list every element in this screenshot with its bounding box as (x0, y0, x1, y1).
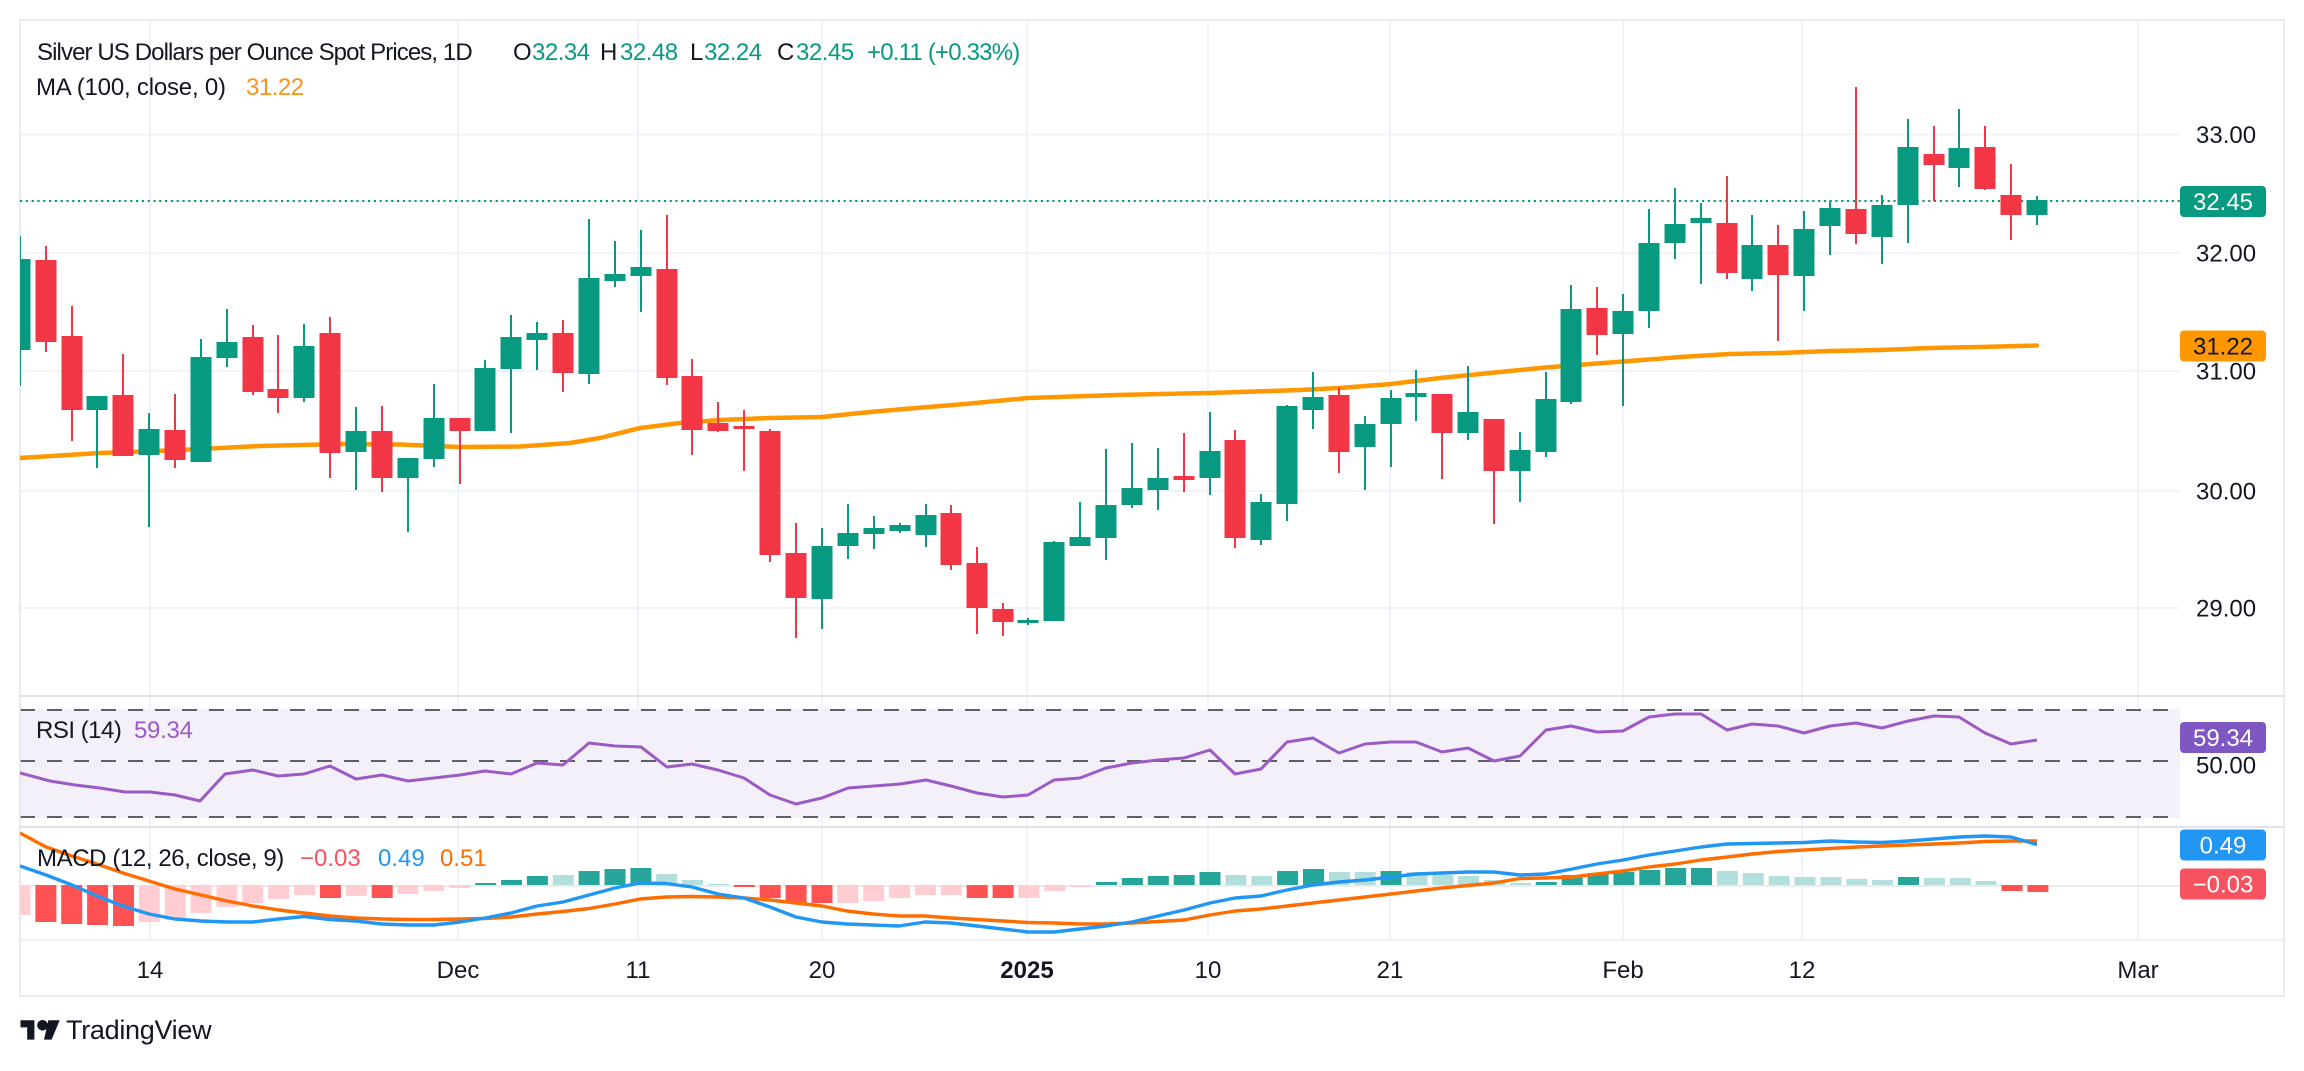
svg-text:32.00: 32.00 (2196, 241, 2256, 268)
svg-text:−0.03: −0.03 (300, 845, 361, 872)
svg-text:20: 20 (809, 957, 836, 984)
svg-text:0.51: 0.51 (440, 845, 487, 872)
svg-text:29.00: 29.00 (2196, 596, 2256, 623)
svg-text:MACD (12, 26, close, 9): MACD (12, 26, close, 9) (37, 845, 284, 872)
svg-text:C: C (777, 39, 794, 66)
svg-text:32.34: 32.34 (532, 39, 590, 66)
svg-text:Dec: Dec (437, 957, 480, 984)
svg-text:TradingView: TradingView (66, 1015, 212, 1045)
svg-text:H: H (600, 39, 617, 66)
svg-text:11: 11 (626, 957, 651, 984)
svg-text:MA (100, close, 0): MA (100, close, 0) (36, 74, 226, 101)
svg-text:O: O (513, 39, 532, 66)
svg-text:31.00: 31.00 (2196, 359, 2256, 386)
svg-text:−0.03: −0.03 (2193, 872, 2254, 899)
svg-text:Feb: Feb (1602, 957, 1643, 984)
svg-text:10: 10 (1195, 957, 1222, 984)
svg-text:0.49: 0.49 (2200, 833, 2247, 860)
svg-text:0.49: 0.49 (378, 845, 425, 872)
svg-text:14: 14 (137, 957, 164, 984)
svg-text:L: L (690, 39, 703, 66)
svg-text:RSI (14): RSI (14) (36, 717, 121, 744)
svg-text:59.34: 59.34 (134, 717, 193, 744)
svg-text:31.22: 31.22 (246, 74, 304, 101)
svg-text:50.00: 50.00 (2196, 753, 2256, 780)
svg-text:32.24: 32.24 (704, 39, 762, 66)
svg-text:59.34: 59.34 (2193, 725, 2253, 752)
svg-text:32.45: 32.45 (796, 39, 854, 66)
svg-text:Silver US Dollars per Ounce Sp: Silver US Dollars per Ounce Spot Prices,… (37, 39, 472, 66)
svg-text:21: 21 (1377, 957, 1404, 984)
svg-text:Mar: Mar (2117, 957, 2158, 984)
svg-text:+0.11 (+0.33%): +0.11 (+0.33%) (867, 39, 1019, 66)
svg-text:32.48: 32.48 (620, 39, 678, 66)
svg-text:32.45: 32.45 (2193, 189, 2253, 216)
svg-text:12: 12 (1789, 957, 1816, 984)
svg-text:33.00: 33.00 (2196, 122, 2256, 149)
svg-text:2025: 2025 (1000, 957, 1053, 984)
svg-text:31.22: 31.22 (2193, 334, 2253, 361)
svg-text:30.00: 30.00 (2196, 479, 2256, 506)
